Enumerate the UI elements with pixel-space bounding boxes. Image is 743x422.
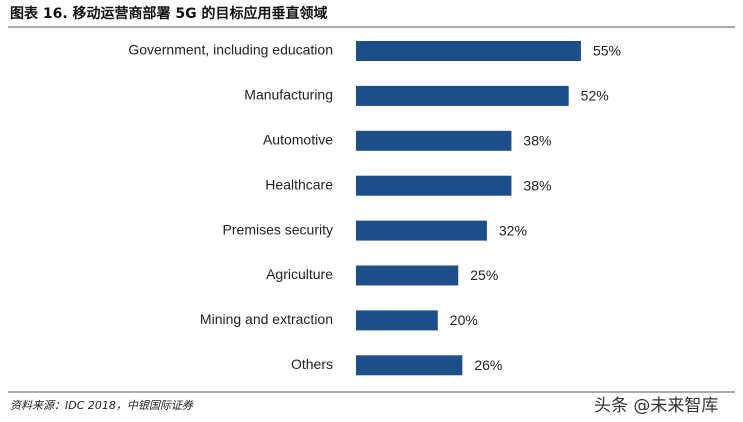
- category-label: Mining and extraction: [200, 311, 333, 327]
- bar: [356, 130, 512, 151]
- bar: [356, 220, 487, 241]
- value-label: 55%: [593, 43, 621, 59]
- watermark: 头条 @未来智库: [594, 396, 718, 416]
- value-label: 26%: [474, 357, 502, 373]
- category-label: Government, including education: [128, 42, 333, 58]
- value-label: 25%: [470, 267, 498, 283]
- source-note: 资料来源：IDC 2018，中银国际证券: [10, 399, 194, 412]
- bar: [356, 175, 512, 196]
- bar: [356, 355, 463, 376]
- category-label: Others: [291, 356, 333, 372]
- category-label: Premises security: [223, 221, 333, 237]
- value-label: 52%: [581, 88, 609, 104]
- category-label: Manufacturing: [244, 87, 333, 103]
- bar: [356, 310, 438, 331]
- value-label: 38%: [523, 177, 551, 193]
- bar: [356, 265, 459, 286]
- category-label: Automotive: [263, 132, 333, 148]
- value-label: 38%: [523, 133, 551, 149]
- bar: [356, 41, 581, 61]
- category-label: Agriculture: [266, 266, 333, 282]
- value-label: 32%: [499, 222, 527, 238]
- bar: [356, 85, 569, 106]
- category-label: Healthcare: [265, 176, 333, 192]
- value-label: 20%: [450, 312, 478, 328]
- chart-title: 图表 16. 移动运营商部署 5G 的目标应用垂直领域: [10, 5, 328, 22]
